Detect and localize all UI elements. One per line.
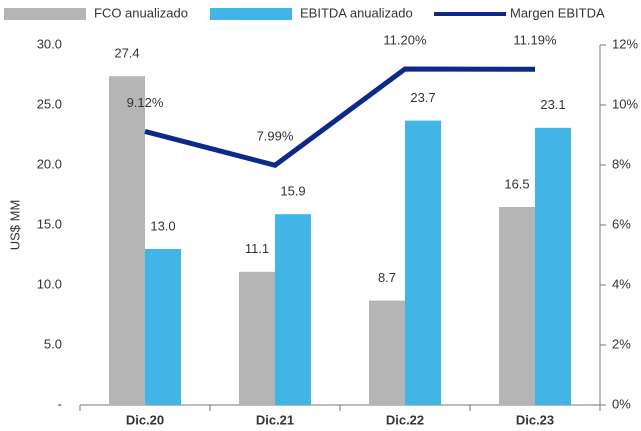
bar <box>239 271 275 405</box>
y-tick-label: 5.0 <box>44 336 62 351</box>
bar <box>145 249 181 405</box>
y-tick-label: 15.0 <box>37 216 62 231</box>
legend-swatch <box>210 8 292 20</box>
bar <box>369 300 405 405</box>
y2-tick-label: 2% <box>612 336 631 351</box>
line-value-label: 7.99% <box>257 129 294 144</box>
legend-swatch <box>4 8 86 20</box>
bar-value-label: 27.4 <box>114 46 139 61</box>
bar-value-label: 13.0 <box>150 218 175 233</box>
bar <box>109 76 145 405</box>
line-value-label: 9.12% <box>127 95 164 110</box>
legend-label: EBITDA anualizado <box>300 5 413 20</box>
y-tick-label: 25.0 <box>37 96 62 111</box>
y-tick-label: 30.0 <box>37 36 62 51</box>
x-tick-label: Dic.21 <box>256 412 294 427</box>
bar-value-label: 16.5 <box>504 176 529 191</box>
y2-tick-label: 4% <box>612 276 631 291</box>
bar-value-label: 15.9 <box>280 184 305 199</box>
y-tick-label: 20.0 <box>37 156 62 171</box>
y-tick-label: - <box>58 396 62 411</box>
bar-value-label: 23.1 <box>540 97 565 112</box>
y-axis-label: US$ MM <box>7 200 22 251</box>
y2-tick-label: 0% <box>612 396 631 411</box>
line-value-label: 11.19% <box>513 33 557 48</box>
y2-tick-label: 12% <box>612 36 638 51</box>
y-tick-label: 10.0 <box>37 276 62 291</box>
legend-label: Margen EBITDA <box>510 5 605 20</box>
bar-value-label: 8.7 <box>378 270 396 285</box>
bar-value-label: 11.1 <box>245 241 269 256</box>
bar <box>405 120 441 405</box>
line <box>144 66 536 169</box>
bar <box>535 127 571 406</box>
bar-value-label: 23.7 <box>410 90 435 105</box>
legend-label: FCO anualizado <box>94 5 188 20</box>
line-value-label: 11.20% <box>383 32 427 47</box>
x-tick-label: Dic.22 <box>386 412 424 427</box>
x-tick-label: Dic.20 <box>126 412 164 427</box>
bar <box>499 207 535 405</box>
y2-tick-label: 8% <box>612 156 631 171</box>
bar <box>275 214 311 405</box>
x-tick-label: Dic.23 <box>516 412 554 427</box>
y2-tick-label: 6% <box>612 216 631 231</box>
y2-tick-label: 10% <box>612 96 638 111</box>
